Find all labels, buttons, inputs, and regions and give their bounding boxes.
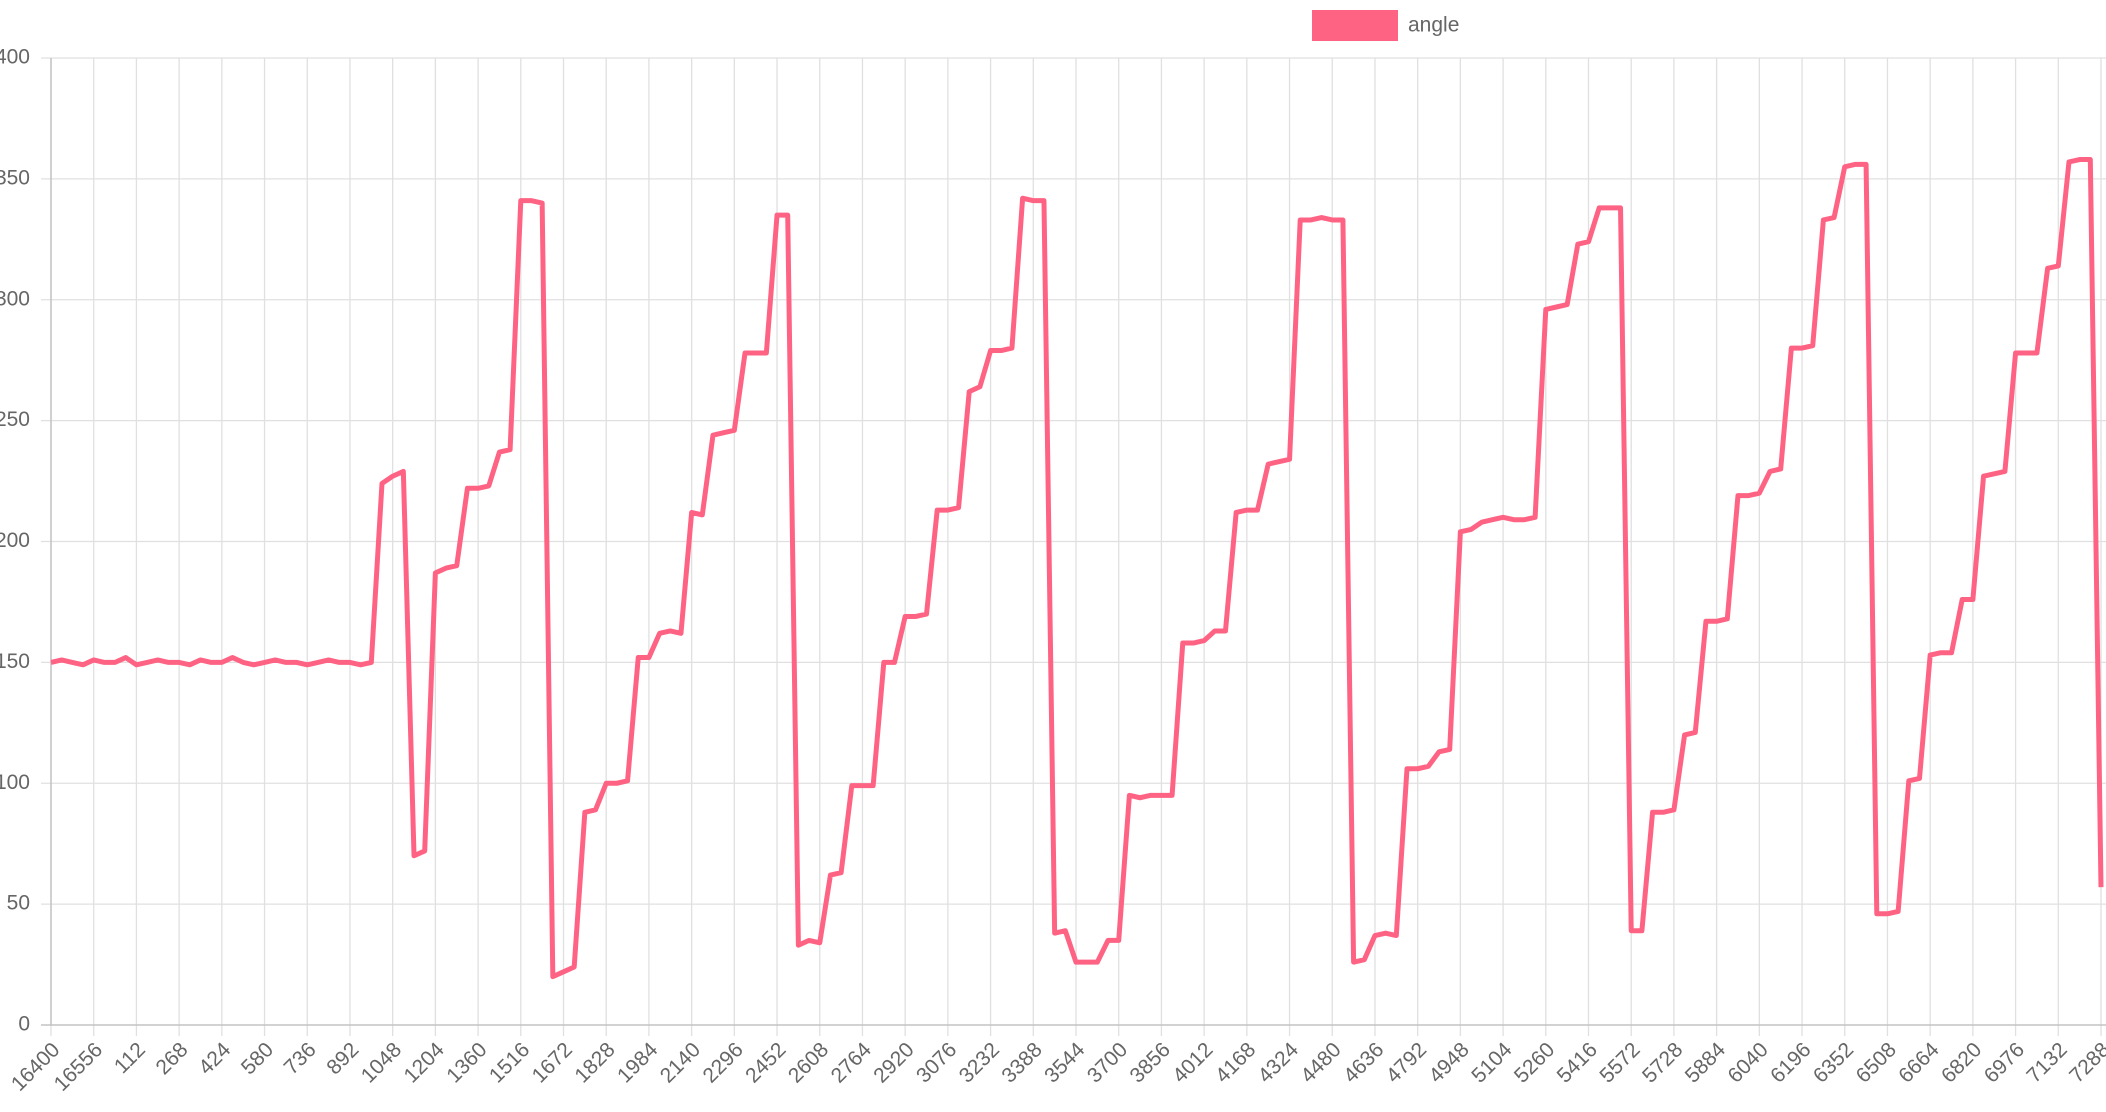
y-tick-label: 300 (0, 287, 30, 310)
x-tick-label: 5572 (1595, 1038, 1644, 1087)
x-tick-label: 1048 (357, 1038, 406, 1087)
x-tick-label: 6196 (1766, 1038, 1815, 1087)
x-tick-label: 5416 (1553, 1038, 1602, 1087)
data-line (50, 157, 2104, 980)
legend-label: angle (1408, 14, 1459, 37)
x-tick-label: 3232 (955, 1038, 1004, 1087)
x-tick-label: 2296 (698, 1038, 747, 1087)
x-tick-label: 268 (152, 1038, 193, 1079)
x-tick-label: 4324 (1254, 1038, 1304, 1088)
x-tick-label: 3700 (1083, 1038, 1132, 1087)
x-tick-label: 3076 (912, 1038, 961, 1087)
x-tick-label: 2140 (656, 1038, 705, 1087)
x-tick-label: 112 (110, 1038, 150, 1078)
legend-swatch (1312, 10, 1398, 41)
x-tick-label: 892 (322, 1038, 363, 1079)
x-tick-label: 4792 (1382, 1038, 1431, 1087)
x-tick-label: 1984 (613, 1038, 663, 1088)
x-tick-label: 2452 (741, 1038, 790, 1087)
legend: angle (1312, 10, 1459, 41)
x-tick-label: 5260 (1510, 1038, 1559, 1087)
y-tick-label: 350 (0, 166, 30, 189)
x-tick-label: 5884 (1681, 1038, 1731, 1088)
x-tick-label: 580 (237, 1038, 278, 1079)
y-tick-label: 150 (0, 650, 30, 673)
x-tick-label: 7288 (2065, 1038, 2106, 1087)
y-tick-label: 400 (0, 46, 30, 69)
x-tick-label: 6976 (1980, 1038, 2029, 1087)
y-tick-label: 250 (0, 408, 30, 431)
x-tick-label: 4636 (1339, 1038, 1388, 1087)
x-tick-label: 4012 (1168, 1038, 1217, 1087)
x-tick-label: 2920 (869, 1038, 918, 1087)
x-tick-label: 6664 (1894, 1038, 1944, 1088)
x-tick-label: 1828 (570, 1038, 619, 1087)
x-tick-label: 6508 (1852, 1038, 1901, 1087)
x-tick-label: 1516 (485, 1038, 534, 1087)
y-tick-label: 100 (0, 771, 30, 794)
x-tick-label: 6352 (1809, 1038, 1858, 1087)
x-tick-label: 5104 (1467, 1038, 1517, 1088)
x-tick-label: 16556 (50, 1038, 108, 1096)
x-tick-label: 6820 (1937, 1038, 1986, 1087)
x-tick-label: 2608 (784, 1038, 833, 1087)
x-tick-label: 4168 (1211, 1038, 1260, 1087)
x-tick-label: 1360 (442, 1038, 491, 1087)
x-tick-label: 5728 (1638, 1038, 1687, 1087)
x-tick-label: 6040 (1723, 1038, 1772, 1087)
x-tick-label: 3544 (1040, 1038, 1090, 1088)
x-tick-label: 2764 (827, 1038, 877, 1088)
x-tick-label: 4948 (1425, 1038, 1474, 1087)
x-tick-label: 7132 (2022, 1038, 2071, 1087)
x-tick-label: 736 (280, 1038, 321, 1079)
x-tick-label: 3388 (997, 1038, 1046, 1087)
x-tick-label: 1672 (528, 1038, 577, 1087)
x-tick-label: 3856 (1126, 1038, 1175, 1087)
x-tick-label: 16400 (7, 1038, 65, 1096)
x-tick-label: 4480 (1296, 1038, 1345, 1087)
y-tick-label: 200 (0, 529, 30, 552)
x-tick-label: 1204 (400, 1038, 450, 1088)
x-tick-label: 424 (194, 1038, 235, 1079)
y-tick-label: 0 (18, 1013, 30, 1036)
y-tick-label: 50 (7, 892, 30, 915)
